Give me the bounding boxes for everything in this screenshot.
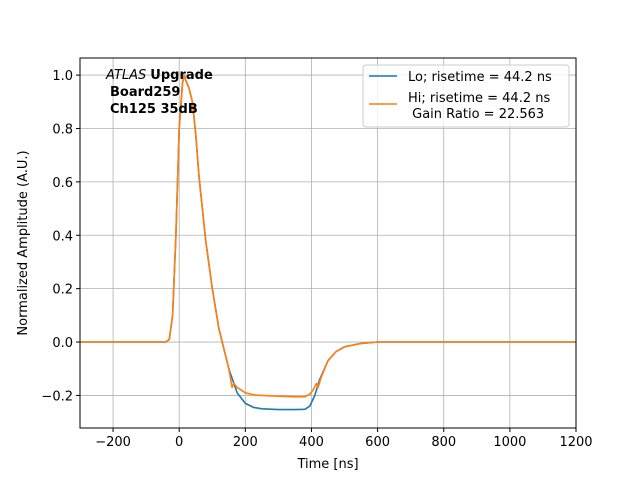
y-tick-label: 0.8 (52, 122, 73, 137)
x-tick-label: 1200 (559, 435, 592, 450)
x-axis-label: Time [ns] (296, 457, 358, 472)
atlas-annotation: ATLAS Upgrade Board259 Ch125 35dB (105, 68, 213, 117)
y-tick-label: −0.2 (41, 389, 73, 404)
x-tick-label: 200 (233, 435, 258, 450)
ticks: −200 0 200 400 600 800 1000 1200 −0.2 0.0 0.2 0.4 0.… (41, 69, 592, 450)
legend-label-gain-ratio: Gain Ratio = 22.563 (408, 107, 544, 122)
annotation-board: Board259 (110, 85, 180, 100)
annotation-channel: Ch125 35dB (110, 102, 198, 117)
legend-label-hi: Hi; risetime = 44.2 ns (408, 91, 550, 106)
x-tick-label: 0 (175, 435, 183, 450)
y-tick-label: 1.0 (52, 69, 73, 84)
y-tick-label: 0.6 (52, 176, 73, 191)
x-tick-label: 600 (365, 435, 390, 450)
annotation-upgrade: Upgrade (150, 68, 213, 83)
x-tick-label: 1000 (493, 435, 526, 450)
legend-box (362, 64, 570, 128)
y-tick-label: 0.2 (52, 283, 73, 298)
x-tick-label: 800 (431, 435, 456, 450)
plot-frame (79, 57, 577, 429)
x-tick-label: 400 (299, 435, 324, 450)
series-line-hi (80, 74, 576, 398)
y-tick-label: 0.4 (52, 229, 73, 244)
x-tick-label: −200 (95, 435, 131, 450)
series-lines (80, 74, 576, 411)
y-tick-label: 0.0 (52, 336, 73, 351)
legend: Lo; risetime = 44.2 ns Hi; risetime = 44… (362, 64, 570, 128)
annotation-atlas: ATLAS (105, 68, 146, 83)
y-axis-label: Normalized Amplitude (A.U.) (16, 150, 31, 335)
legend-label-lo: Lo; risetime = 44.2 ns (408, 70, 552, 85)
